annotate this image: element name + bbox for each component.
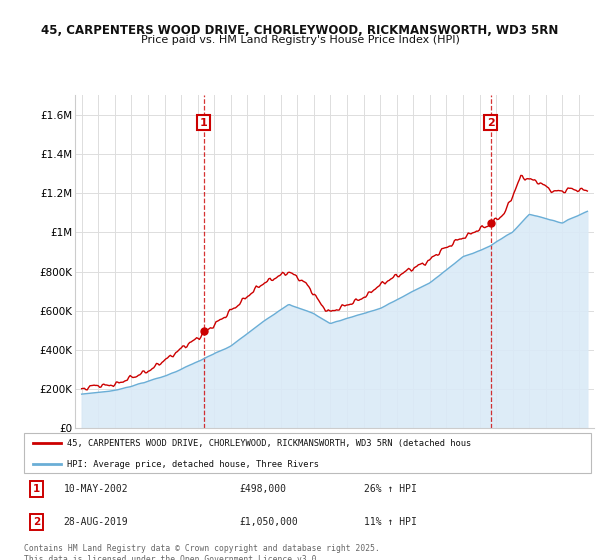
Text: 26% ↑ HPI: 26% ↑ HPI — [364, 484, 417, 494]
Text: Contains HM Land Registry data © Crown copyright and database right 2025.
This d: Contains HM Land Registry data © Crown c… — [24, 544, 380, 560]
Text: 1: 1 — [200, 118, 208, 128]
Text: 45, CARPENTERS WOOD DRIVE, CHORLEYWOOD, RICKMANSWORTH, WD3 5RN (detached hous: 45, CARPENTERS WOOD DRIVE, CHORLEYWOOD, … — [67, 439, 471, 448]
FancyBboxPatch shape — [24, 433, 591, 473]
Text: 2: 2 — [33, 517, 40, 527]
Text: 2: 2 — [487, 118, 494, 128]
Text: Price paid vs. HM Land Registry's House Price Index (HPI): Price paid vs. HM Land Registry's House … — [140, 35, 460, 45]
Text: 1: 1 — [33, 484, 40, 494]
Text: £498,000: £498,000 — [239, 484, 286, 494]
Text: 28-AUG-2019: 28-AUG-2019 — [64, 517, 128, 527]
Text: 11% ↑ HPI: 11% ↑ HPI — [364, 517, 417, 527]
Text: HPI: Average price, detached house, Three Rivers: HPI: Average price, detached house, Thre… — [67, 460, 319, 469]
Text: 10-MAY-2002: 10-MAY-2002 — [64, 484, 128, 494]
Text: £1,050,000: £1,050,000 — [239, 517, 298, 527]
Text: 45, CARPENTERS WOOD DRIVE, CHORLEYWOOD, RICKMANSWORTH, WD3 5RN: 45, CARPENTERS WOOD DRIVE, CHORLEYWOOD, … — [41, 24, 559, 36]
